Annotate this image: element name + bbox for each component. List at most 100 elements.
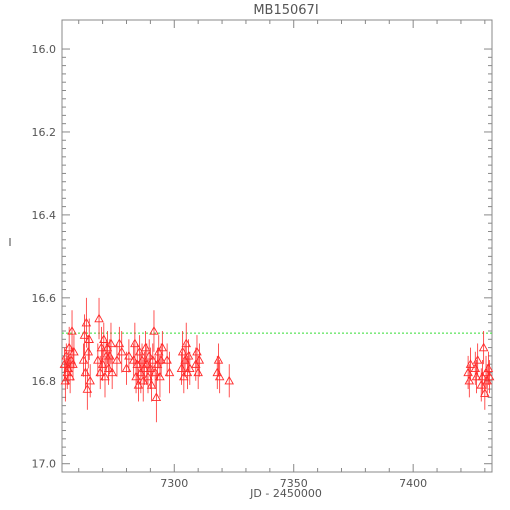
data-point — [224, 364, 234, 398]
data-point — [478, 331, 489, 365]
data-point — [107, 355, 117, 390]
data-point — [471, 360, 482, 394]
data-point — [67, 310, 77, 352]
triangle-marker — [476, 379, 487, 389]
triangle-marker — [156, 355, 166, 364]
y-tick-label: 16.4 — [32, 209, 57, 222]
triangle-marker — [69, 346, 79, 356]
data-point — [103, 351, 114, 385]
x-tick-label: 7350 — [280, 477, 308, 490]
data-point — [164, 351, 175, 394]
triangle-marker — [106, 338, 116, 348]
data-point — [177, 331, 188, 373]
triangle-marker — [224, 375, 234, 385]
triangle-marker — [138, 375, 148, 385]
data-point — [162, 343, 172, 377]
triangle-marker — [477, 371, 488, 381]
triangle-marker — [464, 375, 475, 385]
triangle-marker — [62, 367, 73, 377]
triangle-marker — [179, 371, 189, 381]
triangle-marker — [128, 355, 139, 364]
data-point — [130, 322, 140, 365]
data-points — [59, 297, 495, 423]
data-point — [106, 322, 116, 365]
data-point — [105, 339, 115, 373]
data-point — [472, 343, 483, 377]
triangle-marker — [471, 371, 482, 381]
data-point — [94, 297, 104, 340]
triangle-marker — [164, 367, 175, 377]
x-axis-label: JD - 2450000 — [249, 487, 322, 500]
triangle-marker — [157, 342, 168, 352]
data-point — [68, 347, 78, 381]
triangle-marker — [83, 346, 94, 356]
data-point — [179, 360, 189, 394]
data-point — [128, 343, 139, 377]
triangle-marker — [483, 363, 494, 372]
data-point — [477, 360, 488, 394]
data-point — [194, 343, 205, 377]
triangle-marker — [68, 359, 78, 368]
triangle-marker — [85, 375, 95, 385]
chart-title: MB15067I — [253, 3, 318, 18]
data-point — [185, 351, 195, 385]
triangle-marker — [65, 371, 75, 381]
y-tick-label: 16.2 — [32, 126, 57, 139]
triangle-marker — [82, 384, 93, 393]
data-point — [132, 343, 143, 385]
x-tick-label: 7300 — [160, 477, 188, 490]
triangle-marker — [144, 350, 154, 360]
triangle-marker — [116, 346, 127, 356]
triangle-marker — [183, 350, 194, 360]
triangle-marker — [214, 371, 225, 381]
triangle-marker — [155, 371, 165, 381]
y-tick-label: 16.8 — [32, 375, 57, 388]
data-point — [146, 368, 157, 402]
triangle-marker — [67, 326, 77, 335]
y-tick-label: 17.0 — [32, 458, 57, 471]
triangle-marker — [213, 355, 224, 364]
triangle-marker — [151, 392, 162, 402]
triangle-marker — [130, 338, 140, 348]
data-point — [116, 331, 127, 373]
data-point — [84, 318, 94, 361]
data-point — [149, 310, 159, 352]
plot-frame — [61, 19, 493, 473]
data-point — [93, 343, 103, 377]
data-point — [82, 368, 93, 410]
data-point — [151, 372, 162, 423]
triangle-marker — [103, 363, 114, 372]
triangle-marker — [194, 355, 205, 364]
y-axis-label: I — [8, 236, 11, 249]
data-point — [69, 335, 79, 369]
triangle-marker — [478, 342, 489, 352]
triangle-marker — [99, 334, 109, 343]
y-tick-label: 16.0 — [32, 43, 57, 56]
x-axis: 7300 7350 7400 — [78, 20, 486, 490]
data-point — [213, 343, 224, 377]
data-point — [484, 360, 495, 394]
triangle-marker — [146, 379, 157, 389]
data-point — [100, 355, 110, 398]
data-point — [83, 335, 94, 369]
triangle-marker — [484, 371, 495, 381]
data-point — [181, 322, 191, 365]
data-point — [182, 355, 193, 390]
triangle-marker — [185, 363, 195, 372]
data-point — [155, 355, 165, 398]
triangle-marker — [140, 342, 151, 352]
triangle-marker — [94, 313, 104, 323]
x-tick-label: 7400 — [399, 477, 427, 490]
triangle-marker — [100, 371, 110, 381]
y-tick-label: 16.6 — [32, 292, 57, 305]
data-point — [156, 343, 166, 377]
y-axis: 16.0 16.2 16.4 16.6 16.8 17.0 — [32, 43, 492, 471]
data-point — [124, 339, 134, 373]
triangle-marker — [149, 326, 159, 335]
data-point — [465, 347, 476, 381]
triangle-marker — [84, 334, 94, 343]
triangle-marker — [105, 350, 115, 360]
triangle-marker — [472, 355, 483, 364]
triangle-marker — [64, 342, 74, 352]
data-point — [81, 297, 92, 348]
